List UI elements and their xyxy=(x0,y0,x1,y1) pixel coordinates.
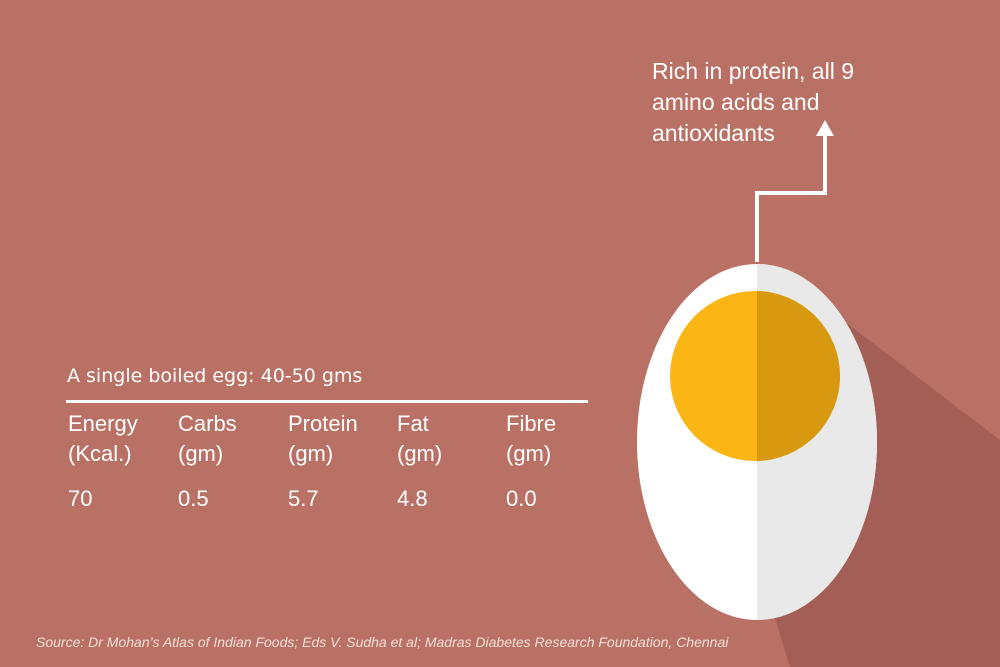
nutrient-label: Energy xyxy=(68,411,138,436)
nutrient-unit: (gm) xyxy=(178,441,224,466)
nutrient-carbs: Carbs (gm) 0.5 xyxy=(178,409,237,514)
nutrient-unit: (gm) xyxy=(288,441,334,466)
protein-callout: Rich in protein, all 9 amino acids and a… xyxy=(652,56,912,149)
nutrient-label: Carbs xyxy=(178,411,237,436)
nutrient-fibre: Fibre (gm) 0.0 xyxy=(506,409,556,514)
nutrient-unit: (gm) xyxy=(506,441,552,466)
callout-line: Rich in protein, all 9 xyxy=(652,58,854,84)
divider-rule xyxy=(66,400,588,403)
nutrient-unit: (gm) xyxy=(397,441,443,466)
nutrient-value: 0.0 xyxy=(506,486,537,511)
nutrient-label: Fibre xyxy=(506,411,557,436)
nutrient-label: Protein xyxy=(288,411,358,436)
callout-arrow xyxy=(755,136,827,262)
nutrient-energy: Energy (Kcal.) 70 xyxy=(68,409,138,514)
serving-headline: A single boiled egg: 40-50 gms xyxy=(67,365,363,387)
nutrient-unit: (Kcal.) xyxy=(68,441,132,466)
nutrient-value: 0.5 xyxy=(178,486,209,511)
nutrient-fat: Fat (gm) 4.8 xyxy=(397,409,442,514)
egg-yolk-shade xyxy=(757,291,840,461)
callout-arrowhead xyxy=(816,120,834,136)
nutrient-value: 4.8 xyxy=(397,486,428,511)
nutrient-value: 70 xyxy=(68,486,93,511)
callout-line: antioxidants xyxy=(652,120,775,146)
nutrient-value: 5.7 xyxy=(288,486,319,511)
nutrient-protein: Protein (gm) 5.7 xyxy=(288,409,358,514)
nutrient-label: Fat xyxy=(397,411,429,436)
callout-line: amino acids and xyxy=(652,89,820,115)
source-citation: Source: Dr Mohan’s Atlas of Indian Foods… xyxy=(36,634,729,650)
